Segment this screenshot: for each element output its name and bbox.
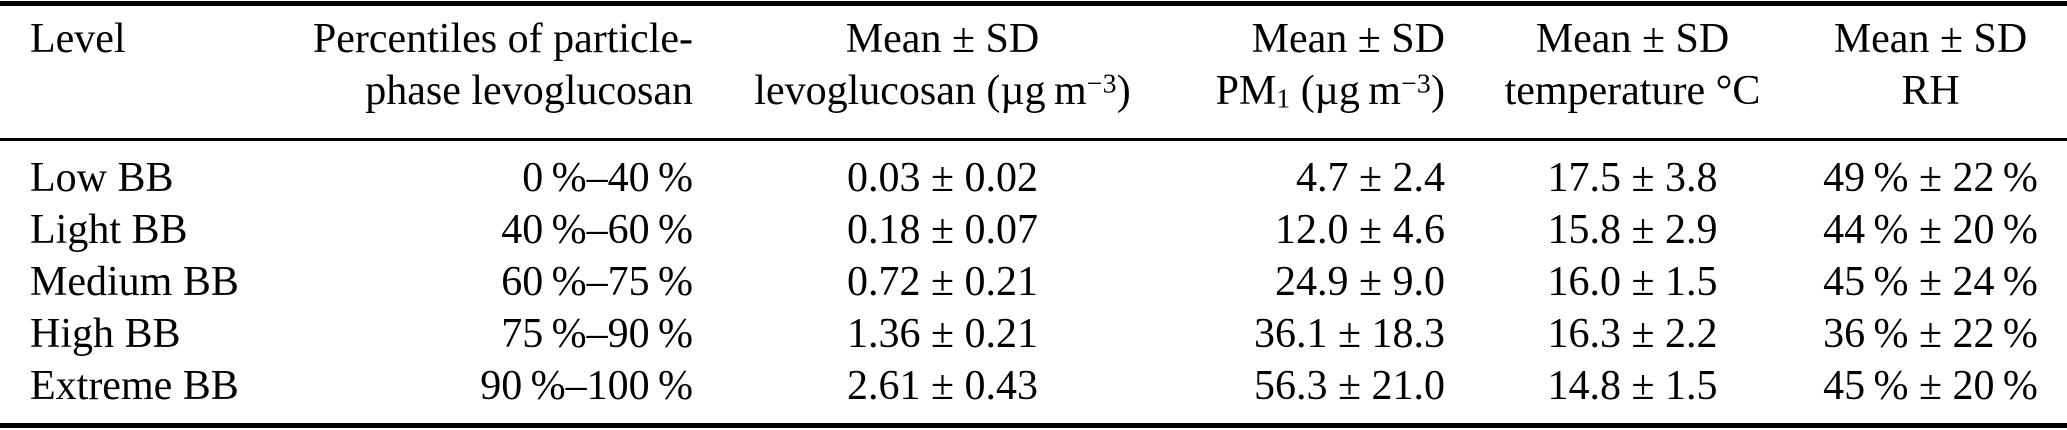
unit-close-paren: ) [1116, 68, 1131, 114]
header-pm1-line1: Mean ± SD [1251, 16, 1445, 62]
table-header: Level Percentiles of particle- phase lev… [0, 6, 2067, 141]
header-rh-line1: Mean ± SD [1833, 16, 2028, 62]
table-row-light-bb: Light BB 40 %–60 % 0.18 ± 0.07 12.0 ± 4.… [0, 204, 2067, 256]
cell-level: High BB [30, 310, 181, 357]
header-temperature-line1: Mean ± SD [1535, 16, 1730, 62]
cell-temperature: 16.0 ± 1.5 [1547, 258, 1718, 305]
cell-level: Extreme BB [30, 362, 239, 409]
header-level-line1: Level [30, 16, 126, 62]
cell-pm1: 4.7 ± 2.4 [1295, 154, 1445, 201]
column-header-level: Level [0, 6, 240, 141]
cell-levoglucosan: 0.18 ± 0.07 [846, 206, 1039, 253]
cell-level: Low BB [30, 154, 174, 201]
cell-rh: 36 % ± 22 % [1823, 310, 2038, 357]
cell-levoglucosan: 2.61 ± 0.43 [846, 362, 1039, 409]
cell-rh: 49 % ± 22 % [1823, 154, 2038, 201]
table-body: Low BB 0 %–40 % 0.03 ± 0.02 4.7 ± 2.4 17… [0, 139, 2067, 423]
table-top-rule [0, 1, 2067, 6]
cell-level: Light BB [30, 206, 188, 253]
superscript-exponent: −3 [1086, 67, 1117, 99]
column-header-levoglucosan: Mean ± SD levoglucosan (µg m−3) [693, 6, 1192, 141]
column-header-pm1: Mean ± SD PM1 (µg m−3) [1192, 6, 1445, 141]
cell-temperature: 14.8 ± 1.5 [1547, 362, 1718, 409]
cell-pm1: 24.9 ± 9.0 [1274, 258, 1445, 305]
cell-levoglucosan: 0.03 ± 0.02 [846, 154, 1039, 201]
cell-level: Medium BB [30, 258, 239, 305]
unit-text: levoglucosan (µg m [754, 68, 1087, 114]
bb-levels-table: Level Percentiles of particle- phase lev… [0, 6, 2067, 423]
table-bottom-rule [0, 422, 2067, 428]
cell-temperature: 15.8 ± 2.9 [1547, 206, 1718, 253]
header-temperature-line2: temperature °C [1504, 68, 1761, 114]
cell-pm1: 12.0 ± 4.6 [1274, 206, 1445, 253]
column-header-rh: Mean ± SD RH [1820, 6, 2067, 141]
column-header-temperature: Mean ± SD temperature °C [1445, 6, 1820, 141]
cell-levoglucosan: 0.72 ± 0.21 [846, 258, 1039, 305]
cell-rh: 45 % ± 24 % [1823, 258, 2038, 305]
cell-pm1: 56.3 ± 21.0 [1253, 362, 1445, 409]
cell-percentiles: 75 %–90 % [501, 310, 693, 357]
table-row-low-bb: Low BB 0 %–40 % 0.03 ± 0.02 4.7 ± 2.4 17… [0, 139, 2067, 204]
cell-percentiles: 0 %–40 % [522, 154, 693, 201]
superscript-exponent: −3 [1400, 67, 1431, 99]
header-row: Level Percentiles of particle- phase lev… [0, 6, 2067, 141]
header-levoglucosan-line1: Mean ± SD [845, 16, 1040, 62]
pm-text: PM [1215, 68, 1277, 114]
cell-levoglucosan: 1.36 ± 0.21 [846, 310, 1039, 357]
table-row-medium-bb: Medium BB 60 %–75 % 0.72 ± 0.21 24.9 ± 9… [0, 256, 2067, 308]
header-rh-line2: RH [1901, 68, 1960, 114]
header-pm1-line2: PM1 (µg m−3) [1192, 65, 1445, 117]
column-header-percentiles: Percentiles of particle- phase levogluco… [240, 6, 693, 141]
cell-percentiles: 90 %–100 % [480, 362, 693, 409]
cell-percentiles: 40 %–60 % [501, 206, 693, 253]
header-levoglucosan-line2: levoglucosan (µg m−3) [693, 65, 1192, 117]
cell-rh: 45 % ± 20 % [1823, 362, 2038, 409]
unit-close-paren: ) [1431, 68, 1445, 114]
table-row-extreme-bb: Extreme BB 90 %–100 % 2.61 ± 0.43 56.3 ±… [0, 360, 2067, 423]
header-percentiles-line2: phase levoglucosan [365, 68, 693, 114]
header-percentiles-line1: Percentiles of particle- [312, 16, 693, 62]
cell-temperature: 17.5 ± 3.8 [1547, 154, 1718, 201]
unit-text: (µg m [1290, 68, 1401, 114]
cell-temperature: 16.3 ± 2.2 [1547, 310, 1718, 357]
cell-pm1: 36.1 ± 18.3 [1253, 310, 1445, 357]
table-row-high-bb: High BB 75 %–90 % 1.36 ± 0.21 36.1 ± 18.… [0, 308, 2067, 360]
cell-percentiles: 60 %–75 % [501, 258, 693, 305]
subscript-index: 1 [1276, 82, 1291, 114]
cell-rh: 44 % ± 20 % [1823, 206, 2038, 253]
